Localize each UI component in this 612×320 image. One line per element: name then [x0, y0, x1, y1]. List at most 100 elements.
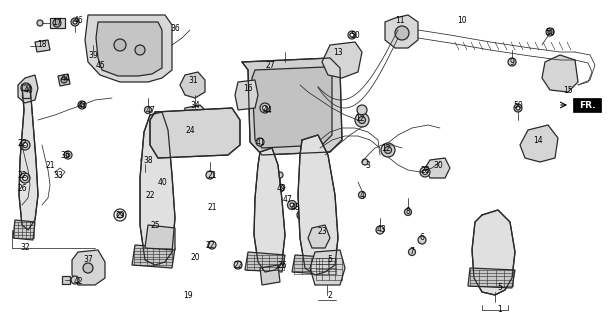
Polygon shape — [62, 276, 70, 284]
Circle shape — [362, 159, 368, 165]
Polygon shape — [35, 40, 50, 52]
Polygon shape — [292, 255, 338, 275]
Text: 8: 8 — [406, 207, 411, 217]
Text: 27: 27 — [265, 60, 275, 69]
Polygon shape — [252, 67, 332, 148]
Circle shape — [80, 103, 84, 107]
Circle shape — [277, 172, 283, 178]
Text: 10: 10 — [457, 15, 467, 25]
Text: 42: 42 — [73, 277, 83, 286]
FancyBboxPatch shape — [573, 98, 601, 112]
Text: 34: 34 — [190, 100, 200, 109]
Text: 38: 38 — [143, 156, 153, 164]
Text: 22: 22 — [17, 139, 27, 148]
Circle shape — [117, 212, 123, 218]
Text: 49: 49 — [277, 183, 287, 193]
Polygon shape — [298, 135, 338, 275]
Polygon shape — [96, 22, 162, 76]
Text: 31: 31 — [188, 76, 198, 84]
Circle shape — [359, 191, 365, 198]
Polygon shape — [50, 18, 65, 28]
Circle shape — [141, 156, 149, 164]
Text: 45: 45 — [95, 60, 105, 69]
Text: 36: 36 — [170, 23, 180, 33]
Circle shape — [357, 105, 367, 115]
Polygon shape — [145, 225, 175, 250]
Text: 7: 7 — [409, 247, 414, 257]
Circle shape — [384, 147, 392, 154]
Circle shape — [516, 106, 520, 110]
Circle shape — [23, 175, 28, 180]
Polygon shape — [13, 220, 35, 240]
Text: 16: 16 — [243, 84, 253, 92]
Text: 28: 28 — [420, 165, 430, 174]
Circle shape — [297, 210, 307, 220]
Text: 30: 30 — [433, 161, 443, 170]
Polygon shape — [468, 268, 515, 288]
Polygon shape — [242, 58, 342, 155]
Text: 25: 25 — [150, 220, 160, 229]
Polygon shape — [58, 74, 70, 86]
Circle shape — [20, 140, 30, 150]
Text: 15: 15 — [563, 85, 573, 94]
Circle shape — [71, 18, 79, 26]
Text: 40: 40 — [23, 85, 33, 94]
Circle shape — [418, 236, 426, 244]
Text: 24: 24 — [185, 125, 195, 134]
Text: 14: 14 — [533, 135, 543, 145]
Circle shape — [260, 103, 270, 113]
Polygon shape — [235, 80, 258, 110]
Text: 26: 26 — [17, 183, 27, 193]
Circle shape — [359, 116, 365, 124]
Polygon shape — [260, 265, 280, 285]
Circle shape — [548, 30, 552, 34]
Circle shape — [93, 60, 103, 70]
Polygon shape — [254, 148, 285, 272]
Text: 21: 21 — [207, 171, 217, 180]
Text: 21: 21 — [45, 161, 54, 170]
Circle shape — [37, 20, 43, 26]
Circle shape — [256, 138, 264, 146]
Circle shape — [348, 31, 356, 39]
Polygon shape — [72, 250, 105, 285]
Circle shape — [263, 106, 267, 110]
Circle shape — [234, 261, 242, 269]
Circle shape — [276, 184, 284, 192]
Polygon shape — [385, 15, 418, 48]
Text: 33: 33 — [53, 171, 63, 180]
Polygon shape — [542, 55, 578, 92]
Text: 22: 22 — [205, 241, 215, 250]
Circle shape — [408, 249, 416, 255]
Circle shape — [89, 52, 97, 59]
Text: 13: 13 — [333, 47, 343, 57]
Text: 46: 46 — [73, 15, 83, 25]
Circle shape — [514, 104, 522, 112]
Text: 43: 43 — [377, 226, 387, 235]
Circle shape — [73, 20, 77, 24]
Polygon shape — [322, 42, 362, 78]
Text: 37: 37 — [83, 255, 93, 265]
Circle shape — [422, 170, 428, 174]
Circle shape — [21, 83, 31, 93]
Polygon shape — [150, 108, 240, 158]
Text: 5: 5 — [327, 255, 332, 265]
Text: 39: 39 — [88, 51, 98, 60]
Text: 50: 50 — [350, 30, 360, 39]
Text: 9: 9 — [510, 58, 515, 67]
Text: 11: 11 — [395, 15, 405, 25]
Text: 22: 22 — [17, 171, 27, 180]
Text: 47: 47 — [283, 196, 293, 204]
Text: 21: 21 — [207, 204, 217, 212]
Polygon shape — [180, 72, 205, 98]
Circle shape — [355, 113, 369, 127]
Circle shape — [114, 209, 126, 221]
Polygon shape — [520, 125, 558, 162]
Circle shape — [395, 26, 409, 40]
Text: 22: 22 — [233, 260, 243, 269]
Circle shape — [53, 19, 61, 27]
Circle shape — [206, 171, 214, 179]
Text: 47: 47 — [145, 106, 155, 115]
Circle shape — [64, 151, 72, 159]
Text: 41: 41 — [77, 100, 87, 109]
Text: 40: 40 — [157, 178, 167, 187]
